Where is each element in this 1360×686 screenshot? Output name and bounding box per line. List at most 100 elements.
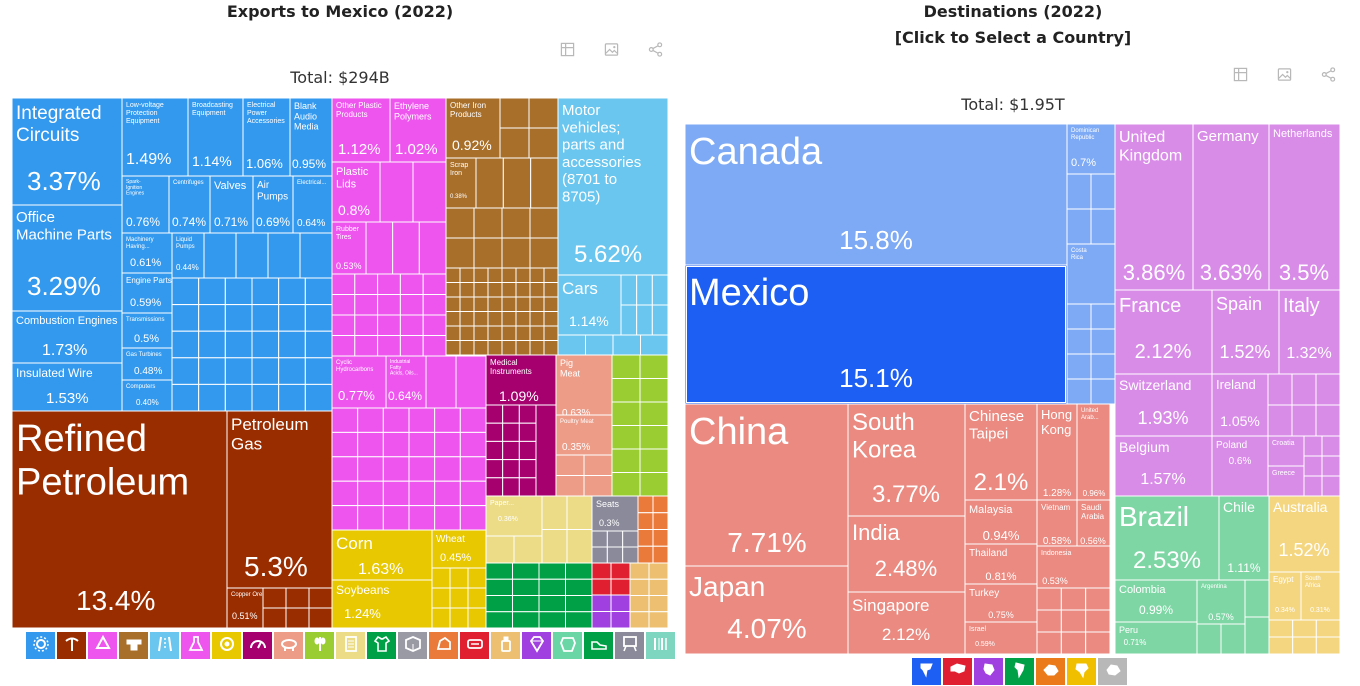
chemicals-small-item[interactable] — [459, 480, 487, 507]
textiles-small-item[interactable] — [538, 578, 566, 596]
vegetable-small-item[interactable] — [639, 354, 668, 379]
south-america-small-item[interactable] — [1244, 579, 1270, 618]
gems-small-item[interactable] — [591, 611, 612, 629]
metals-small-item[interactable] — [529, 325, 545, 341]
metals-small-item[interactable] — [543, 296, 559, 312]
europe-small-item[interactable] — [1267, 404, 1293, 437]
europe-small-item[interactable] — [1315, 404, 1341, 437]
chemicals-small-item[interactable] — [408, 407, 436, 433]
metals-small-item[interactable] — [528, 98, 559, 129]
plastics-small-item[interactable] — [379, 161, 414, 223]
europe-small-item[interactable] — [1291, 404, 1317, 437]
plastics-small-item[interactable] — [331, 273, 356, 295]
metals-small-item[interactable] — [515, 340, 531, 356]
metals-small-item[interactable] — [487, 340, 503, 356]
tile-switzerland[interactable] — [1114, 373, 1213, 437]
metals-small-item[interactable] — [487, 311, 503, 327]
animal-small-item[interactable] — [555, 454, 585, 476]
chemicals-small-item[interactable] — [408, 480, 436, 507]
tile-rubber-tires[interactable] — [331, 221, 367, 275]
metals-small-item[interactable] — [515, 282, 531, 298]
instruments-small-item[interactable] — [502, 422, 520, 442]
animal-small-item[interactable] — [583, 475, 613, 497]
machinery-small-item[interactable] — [278, 383, 306, 412]
machinery-small-item[interactable] — [171, 357, 200, 385]
other-small-item[interactable] — [648, 562, 668, 580]
misc-small-item[interactable] — [606, 546, 624, 564]
chemicals-small-item[interactable] — [357, 480, 384, 507]
metals-small-item[interactable] — [473, 340, 489, 356]
other-small-item[interactable] — [648, 595, 668, 613]
legend-flask-button[interactable] — [181, 632, 210, 659]
foodstuffs-small-item[interactable] — [449, 567, 469, 589]
metals-small-item[interactable] — [501, 237, 531, 269]
vehicles-red-small-item[interactable] — [610, 578, 631, 596]
chemicals-small-item[interactable] — [382, 407, 410, 433]
north-america-small-item[interactable] — [1090, 303, 1116, 330]
legend-gem-button[interactable] — [522, 632, 551, 659]
gems-small-item[interactable] — [591, 594, 612, 612]
foodstuffs-small-item[interactable] — [467, 607, 487, 628]
europe-small-item[interactable] — [1321, 475, 1341, 497]
other-small-item[interactable] — [629, 578, 650, 596]
instruments-small-item[interactable] — [518, 477, 537, 497]
chemicals-small-item[interactable] — [434, 505, 461, 531]
chemicals-small-item[interactable] — [408, 431, 436, 458]
metals-small-item[interactable] — [529, 296, 545, 312]
vegetable-small-item[interactable] — [639, 378, 668, 403]
plastics-small-item[interactable] — [422, 335, 447, 357]
instruments-small-item[interactable] — [518, 440, 537, 461]
share-icon[interactable] — [647, 42, 663, 58]
oceania-small-item[interactable] — [1292, 636, 1317, 654]
chemicals-small-item[interactable] — [459, 456, 487, 482]
transport-small-item[interactable] — [620, 274, 638, 306]
machinery-small-item[interactable] — [198, 330, 226, 359]
vegetable-small-item[interactable] — [611, 472, 641, 497]
tile-thailand[interactable] — [964, 543, 1038, 585]
machinery-small-item[interactable] — [171, 304, 200, 332]
paper-small-item[interactable] — [513, 535, 543, 564]
machinery-small-item[interactable] — [235, 232, 269, 279]
metals-small-item[interactable] — [445, 340, 461, 356]
metals-small-item[interactable] — [459, 340, 475, 356]
tile-air-pumps[interactable] — [252, 175, 294, 234]
chemicals-small-item[interactable] — [408, 456, 436, 482]
tile-spain[interactable] — [1211, 289, 1280, 375]
textiles-small-item[interactable] — [512, 562, 540, 580]
foodstuffs-small-item[interactable] — [467, 567, 487, 589]
machinery-small-item[interactable] — [251, 330, 280, 359]
north-america-small-item[interactable] — [1090, 353, 1116, 380]
chemicals-small-item[interactable] — [357, 407, 384, 433]
other-small-item[interactable] — [648, 611, 668, 628]
textiles-small-item[interactable] — [512, 578, 540, 596]
chemicals-small-item[interactable] — [331, 431, 359, 458]
metals-small-item[interactable] — [529, 207, 559, 239]
oceania-small-item[interactable] — [1292, 619, 1317, 638]
metals-small-item[interactable] — [543, 325, 559, 341]
metals-small-item[interactable] — [445, 325, 461, 341]
misc-small-item[interactable] — [606, 530, 624, 548]
metals-small-item[interactable] — [459, 325, 475, 341]
europe-small-item[interactable] — [1315, 373, 1341, 406]
north-america-small-item[interactable] — [1066, 303, 1092, 330]
machinery-small-item[interactable] — [278, 357, 306, 385]
image-icon[interactable] — [603, 42, 619, 58]
tile-ireland[interactable] — [1211, 373, 1269, 437]
tile-small-instrument[interactable] — [535, 404, 557, 497]
metals-small-item[interactable] — [501, 296, 517, 312]
machinery-small-item[interactable] — [171, 277, 200, 306]
tile-india[interactable] — [847, 515, 966, 593]
foodstuffs-small-item[interactable] — [431, 607, 451, 628]
metals-small-item[interactable] — [529, 237, 559, 269]
paper-small-item[interactable] — [485, 535, 515, 564]
machinery-small-item[interactable] — [304, 277, 333, 306]
plastics-small-item[interactable] — [331, 335, 356, 357]
legend-ticket-button[interactable] — [460, 632, 489, 659]
plastics-small-item[interactable] — [377, 314, 401, 336]
europe-small-item[interactable] — [1303, 455, 1323, 477]
transport-small-item[interactable] — [636, 274, 653, 306]
machinery-small-item[interactable] — [304, 383, 333, 412]
north-america-small-item[interactable] — [1090, 208, 1116, 245]
metals-small-item[interactable] — [543, 311, 559, 327]
transport-small-item[interactable] — [640, 334, 669, 356]
